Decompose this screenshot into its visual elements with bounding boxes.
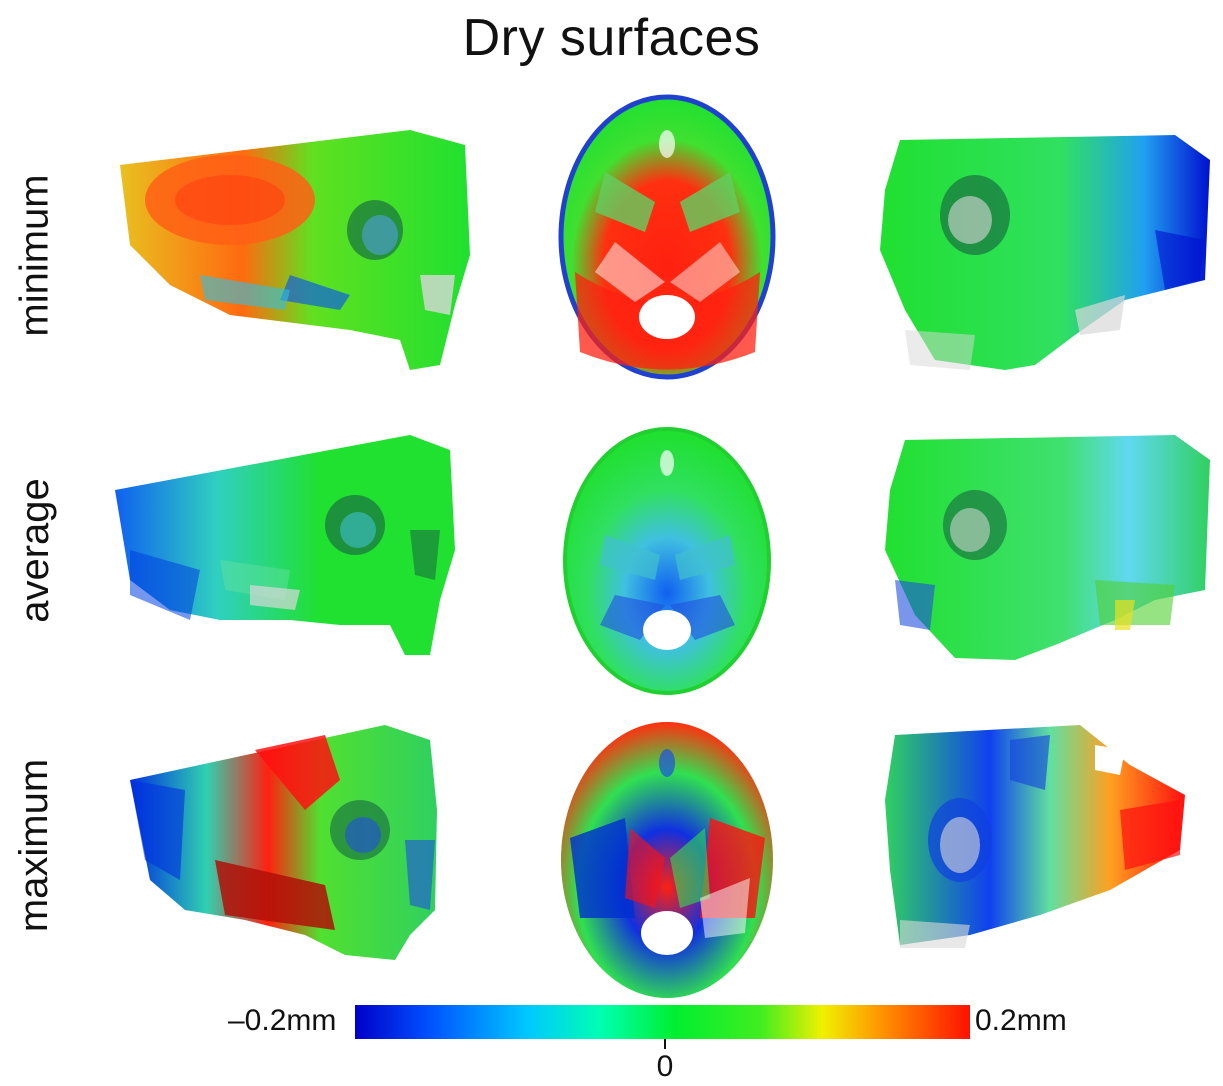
skull-maximum-right-view <box>880 720 1195 950</box>
skull-average-right-view <box>875 430 1220 665</box>
figure-title: Dry surfaces <box>462 9 761 67</box>
skull-minimum-base-view <box>555 92 780 382</box>
colorbar <box>355 1005 970 1039</box>
skull-average-base-view <box>560 425 775 697</box>
skull-minimum-left-view <box>110 125 480 375</box>
skull-maximum-base-view <box>555 718 780 1003</box>
skull-minimum-right-view <box>875 130 1220 380</box>
skull-maximum-left-view <box>125 720 445 960</box>
colorbar-gradient <box>355 1005 970 1039</box>
colorbar-zero-label: 0 <box>656 1050 674 1083</box>
colorbar-max-label: 0.2mm <box>975 1004 1067 1037</box>
skull-average-left-view <box>110 430 460 660</box>
row-label-average: average <box>12 477 57 623</box>
colorbar-zero-tick <box>664 1039 666 1049</box>
colorbar-min-label: –0.2mm <box>228 1004 337 1037</box>
row-label-minimum: minimum <box>12 173 57 337</box>
row-label-maximum: maximum <box>12 758 57 932</box>
